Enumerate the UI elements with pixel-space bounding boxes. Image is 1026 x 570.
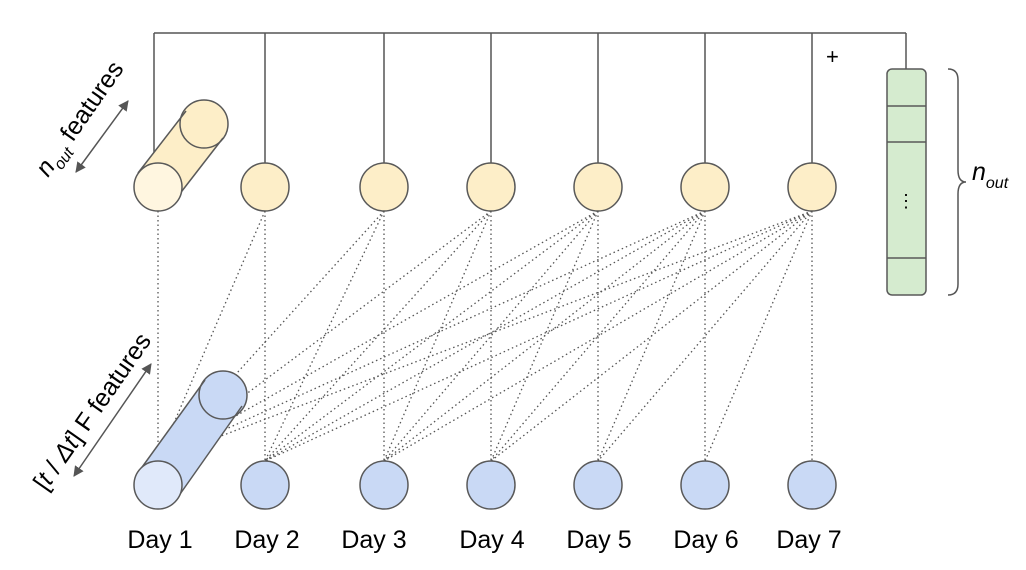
dotted-connection (264, 210, 813, 462)
output-vector: ⋮ (886, 68, 927, 296)
bottom-node (240, 460, 290, 510)
output-dimension-label: nout (972, 158, 1009, 192)
day-label: Day 7 (776, 526, 841, 554)
day-label: Day 2 (234, 526, 299, 554)
top-node (240, 162, 290, 212)
bottom-node (680, 460, 730, 510)
bottom-cylinder-far-cap (198, 370, 248, 420)
day-label: Day 1 (127, 526, 192, 554)
day-label: Day 3 (341, 526, 406, 554)
day-label: Day 5 (566, 526, 631, 554)
output-vector-ellipsis: ⋮ (897, 191, 915, 211)
day-label: Day 4 (459, 526, 524, 554)
bottom-node (359, 460, 409, 510)
bus-drops (153, 33, 813, 163)
dotted-connection (490, 210, 706, 462)
bottom-features-label: [t / Δt] F features (28, 328, 157, 496)
dotted-connection (383, 210, 706, 462)
top-node (359, 162, 409, 212)
output-brace (947, 68, 967, 296)
top-node (466, 162, 516, 212)
dotted-connections (157, 210, 813, 462)
top-node (787, 162, 837, 212)
summation-bus (154, 32, 907, 69)
sum-plus-sign: + (826, 44, 839, 69)
dotted-connection (383, 210, 813, 462)
top-dimension-arrow (75, 100, 129, 173)
bottom-node (466, 460, 516, 510)
top-node (680, 162, 730, 212)
dotted-connection (157, 210, 599, 461)
dotted-connection (490, 210, 813, 462)
bottom-cylinder-edge-lower (177, 405, 243, 498)
dotted-connection (264, 210, 385, 462)
dotted-connection (704, 210, 813, 462)
dotted-connection (383, 210, 599, 462)
dotted-connection (264, 210, 706, 462)
top-cylinder-edge-lower (174, 137, 224, 201)
top-node (573, 162, 623, 212)
bottom-node (787, 460, 837, 510)
top-cylinder-far-cap (179, 99, 229, 149)
dotted-connection (264, 210, 599, 462)
output-vector-box (886, 68, 927, 296)
bottom-dimension-arrow (73, 363, 152, 477)
bottom-nodes (133, 460, 837, 510)
top-cylinder-edge-upper (137, 110, 187, 174)
dotted-connection (157, 210, 266, 461)
day-label: Day 6 (673, 526, 738, 554)
day-labels: Day 1 Day 2 Day 3 Day 4 Day 5 Day 6 Day 7 (127, 526, 841, 554)
dotted-connection (383, 210, 492, 462)
top-node (133, 162, 183, 212)
top-nodes (133, 162, 837, 212)
bottom-node (573, 460, 623, 510)
dotted-connection (597, 210, 813, 462)
dotted-connection (157, 210, 706, 461)
bottom-node (133, 460, 183, 510)
